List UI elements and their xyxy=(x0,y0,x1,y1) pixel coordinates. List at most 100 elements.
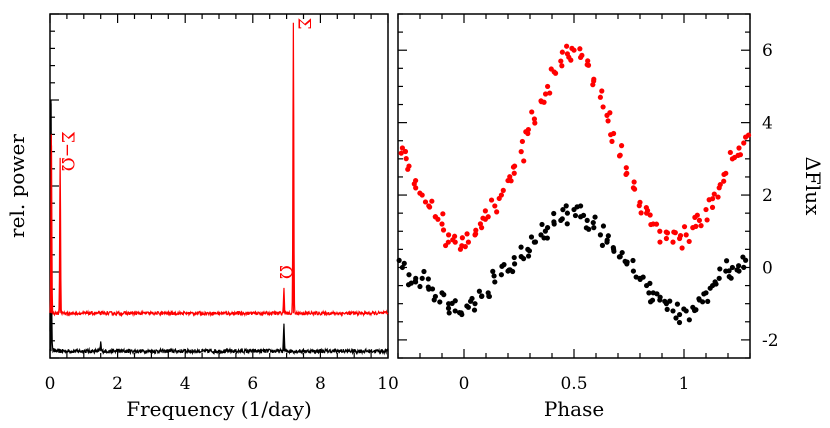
data-point-black xyxy=(528,234,535,240)
data-point-red xyxy=(446,232,452,238)
data-point-red xyxy=(548,66,554,72)
data-point-red xyxy=(693,223,699,229)
data-point-red xyxy=(440,211,446,217)
data-point-black xyxy=(421,268,427,275)
data-point-red xyxy=(531,116,538,122)
data-point-red xyxy=(518,149,524,155)
data-point-red xyxy=(711,191,717,197)
data-point-red xyxy=(399,145,405,151)
data-point-black xyxy=(491,273,497,279)
periodogram-frame xyxy=(49,13,389,359)
data-point-black xyxy=(441,292,447,298)
data-point-black xyxy=(647,299,654,305)
data-point-black xyxy=(605,233,611,239)
data-point-red xyxy=(440,227,447,233)
data-point-black xyxy=(486,293,492,299)
data-point-red xyxy=(459,235,465,241)
data-point-red xyxy=(439,221,445,227)
data-point-red xyxy=(709,204,716,210)
data-point-black xyxy=(592,214,598,220)
data-point-black xyxy=(701,291,707,297)
data-point-black xyxy=(693,307,699,313)
data-point-red xyxy=(496,195,502,202)
data-point-red xyxy=(403,156,409,162)
periodogram-panel: 0 2 4 6 8 10 Σ−Ω Ω Σ Frequency (1/day) rel. pow… xyxy=(5,13,399,421)
data-point-red xyxy=(636,203,642,209)
periodogram-ticks: 0 2 4 6 8 10 xyxy=(45,13,399,394)
data-point-red xyxy=(510,164,517,170)
data-point-black xyxy=(532,239,539,245)
data-point-red xyxy=(569,45,575,51)
data-point-black xyxy=(479,293,485,299)
data-point-black xyxy=(619,249,625,256)
data-point-red xyxy=(547,90,553,96)
data-point-red xyxy=(541,99,547,105)
x-tick-label: 10 xyxy=(377,374,399,394)
data-point-black xyxy=(657,294,663,300)
data-point-black xyxy=(726,268,732,274)
data-point-black xyxy=(396,257,402,263)
data-point-black xyxy=(591,225,597,231)
data-point-black xyxy=(584,217,590,223)
data-point-black xyxy=(696,296,702,302)
data-point-black xyxy=(673,315,679,321)
periodogram-line-red xyxy=(49,22,389,318)
data-point-red xyxy=(704,217,710,223)
data-point-red xyxy=(427,204,433,210)
x-tick-label: 1 xyxy=(679,374,690,394)
data-point-black xyxy=(539,221,545,228)
folded-lightcurve-panel: 0 0.5 1 -2 0 2 4 6 Phase ΔFlux xyxy=(396,13,825,421)
x-tick-label: 0.5 xyxy=(560,374,587,394)
data-point-black xyxy=(520,256,527,262)
data-point-red xyxy=(741,140,747,146)
data-point-red xyxy=(694,212,700,218)
data-point-red xyxy=(600,104,606,110)
data-point-red xyxy=(445,239,451,245)
data-point-black xyxy=(578,203,584,209)
x-tick-label: 0 xyxy=(45,374,56,394)
data-point-red xyxy=(500,187,506,193)
data-point-black xyxy=(681,306,687,312)
data-point-red xyxy=(745,132,752,138)
data-point-red xyxy=(511,170,517,176)
data-point-red xyxy=(488,197,495,203)
data-point-black xyxy=(471,307,478,313)
periodogram-ylabel: rel. power xyxy=(5,134,29,238)
data-point-red xyxy=(473,231,479,237)
data-point-black xyxy=(445,305,452,311)
data-point-red xyxy=(703,206,709,213)
data-point-black xyxy=(551,219,557,225)
data-point-red xyxy=(631,186,638,192)
data-point-black xyxy=(401,260,407,266)
data-point-red xyxy=(422,199,429,205)
data-point-black xyxy=(560,207,566,213)
data-point-black xyxy=(469,295,475,302)
data-point-black xyxy=(425,276,431,282)
data-point-black xyxy=(413,275,419,281)
data-point-red xyxy=(727,149,733,156)
data-point-black xyxy=(456,310,463,316)
data-point-black xyxy=(717,266,723,272)
data-point-black xyxy=(511,254,517,261)
data-point-black xyxy=(699,299,706,305)
data-point-red xyxy=(679,245,685,251)
data-point-red xyxy=(721,178,727,184)
data-point-black xyxy=(667,298,673,304)
data-point-red xyxy=(545,83,551,90)
data-point-red xyxy=(686,238,692,245)
data-point-red xyxy=(464,231,470,237)
data-point-red xyxy=(664,230,671,236)
data-point-red xyxy=(429,198,435,204)
data-point-black xyxy=(646,290,652,296)
data-point-black xyxy=(429,286,436,292)
data-point-black xyxy=(452,298,458,304)
y-tick-label: -2 xyxy=(762,331,779,351)
data-point-red xyxy=(698,223,704,229)
data-point-black xyxy=(511,261,518,267)
data-point-red xyxy=(672,230,678,236)
data-point-black xyxy=(452,308,458,314)
data-point-black xyxy=(425,284,431,290)
data-point-red xyxy=(525,126,531,133)
data-point-black xyxy=(417,283,423,290)
data-point-black xyxy=(741,264,747,270)
